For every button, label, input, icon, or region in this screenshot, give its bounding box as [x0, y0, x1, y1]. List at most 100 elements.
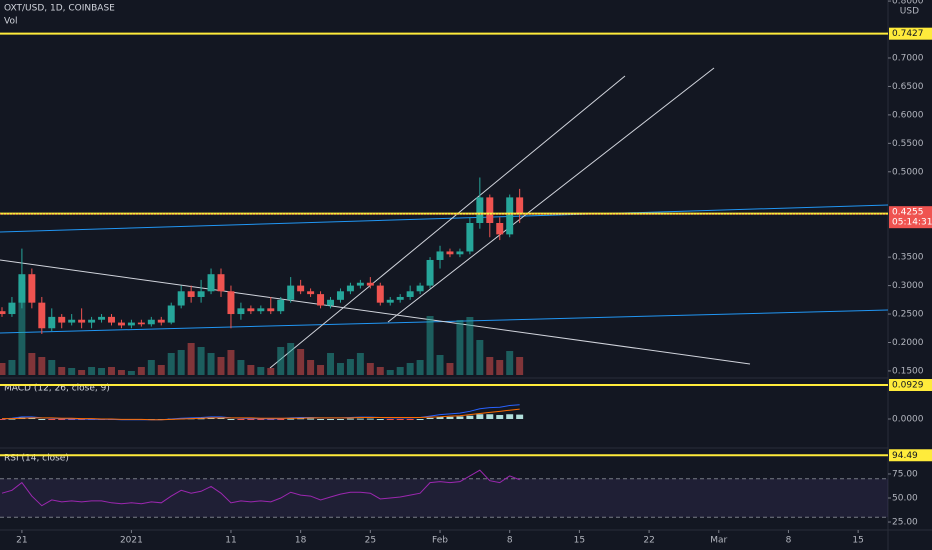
- macd-histogram: [496, 414, 504, 420]
- trend-line: [387, 67, 715, 323]
- macd-tick-label: 0.0000: [892, 415, 924, 425]
- candle-body: [386, 299, 394, 303]
- price-level-label-box: [889, 27, 932, 40]
- x-tick-label: 2021: [120, 536, 143, 546]
- candle-body: [98, 316, 106, 320]
- candle-body: [137, 322, 145, 325]
- volume-bar: [157, 365, 165, 375]
- candle-body: [346, 285, 354, 292]
- macd-histogram: [386, 419, 394, 421]
- trend-line: [0, 204, 889, 233]
- rsi-band: [0, 478, 888, 518]
- volume-bar: [117, 370, 125, 375]
- price-level-label: 0.7427: [892, 29, 924, 39]
- candle-body: [127, 322, 135, 326]
- macd-histogram: [317, 419, 325, 421]
- candle-body: [18, 274, 26, 303]
- macd-histogram: [247, 419, 255, 421]
- candle-body: [257, 308, 265, 312]
- x-tick-label: 22: [643, 536, 654, 546]
- candle-body: [297, 285, 305, 292]
- macd-histogram: [516, 414, 524, 420]
- candle-body: [167, 305, 175, 323]
- x-tick-label: 15: [852, 536, 863, 546]
- candle-body: [396, 296, 404, 300]
- rsi-level-label-box: [889, 449, 932, 462]
- candle-body: [336, 291, 344, 300]
- macd-level-label-box: [889, 379, 932, 392]
- volume-bar: [476, 340, 484, 375]
- macd-histogram: [486, 414, 494, 420]
- macd-histogram: [506, 414, 514, 420]
- candle-body: [267, 308, 275, 312]
- volume-bar: [396, 367, 404, 375]
- currency: USD: [900, 7, 919, 17]
- candle-body: [486, 197, 494, 223]
- volume-bar: [88, 367, 96, 375]
- macd-histogram: [406, 419, 414, 421]
- candle-body: [217, 274, 225, 292]
- macd-histogram: [327, 419, 334, 421]
- volume-bar: [307, 360, 315, 375]
- x-tick-label: 11: [225, 536, 236, 546]
- volume-bar: [446, 363, 454, 375]
- volume-bar: [8, 360, 16, 375]
- rsi-tick-label: 75.00: [892, 469, 918, 479]
- last-price-box: [889, 206, 932, 229]
- volume-bar: [187, 343, 195, 375]
- volume-bar: [297, 349, 305, 375]
- x-tick-label: 18: [295, 536, 307, 546]
- candle-body: [506, 197, 514, 235]
- candle-body: [406, 291, 414, 297]
- candle-body: [436, 251, 444, 260]
- volume-bar: [18, 282, 26, 375]
- volume-bar: [496, 360, 504, 375]
- candle-body: [277, 299, 285, 312]
- candle-body: [157, 319, 165, 323]
- candle-body: [78, 319, 86, 323]
- macd-histogram: [396, 419, 404, 421]
- candle-body: [177, 291, 185, 306]
- volume-bar: [147, 360, 155, 375]
- volume-bar: [28, 353, 36, 375]
- macd-histogram: [426, 417, 434, 420]
- candle-body: [187, 291, 195, 297]
- volume-bar: [406, 363, 414, 375]
- volume-bar: [426, 316, 434, 375]
- volume-bar: [356, 353, 364, 375]
- volume-bar: [346, 359, 354, 375]
- candle-body: [356, 282, 364, 286]
- macd-level-label: 0.0929: [892, 381, 924, 391]
- candle-body: [456, 251, 464, 255]
- volume-bar: [456, 320, 464, 375]
- macd-histogram: [207, 417, 215, 420]
- candle-body: [8, 302, 16, 315]
- rsi-line: [1, 469, 520, 507]
- macd-histogram: [58, 419, 66, 421]
- y-tick-label: 0.6500: [892, 82, 924, 92]
- x-tick-label: 15: [574, 536, 585, 546]
- candle-body: [88, 319, 96, 323]
- candle-body: [108, 316, 115, 323]
- x-tick-label: 21: [16, 536, 27, 546]
- candle-body: [426, 259, 434, 286]
- y-tick-label: 0.2000: [892, 338, 924, 348]
- rsi-tick-label: 25.00: [892, 518, 918, 528]
- macd-legend: MACD (12, 26, close, 9): [4, 384, 110, 394]
- volume-bar: [68, 368, 76, 375]
- candle-body: [58, 316, 66, 323]
- volume-bar: [277, 347, 285, 375]
- y-tick-label: 0.2500: [892, 310, 924, 320]
- rsi-tick-label: 50.00: [892, 494, 918, 504]
- y-tick-label: 0.3000: [892, 281, 924, 291]
- volume-bar: [267, 368, 275, 375]
- y-tick-label: 0.1500: [892, 366, 924, 376]
- series-layer: [0, 177, 524, 375]
- volume-bar: [0, 363, 6, 375]
- candle-body: [237, 308, 245, 315]
- y-tick-label: 0.3500: [892, 253, 924, 263]
- volume-bar: [247, 365, 255, 375]
- volume-bar: [237, 360, 245, 375]
- volume-bar: [366, 363, 374, 375]
- x-tick-label: Feb: [432, 536, 448, 546]
